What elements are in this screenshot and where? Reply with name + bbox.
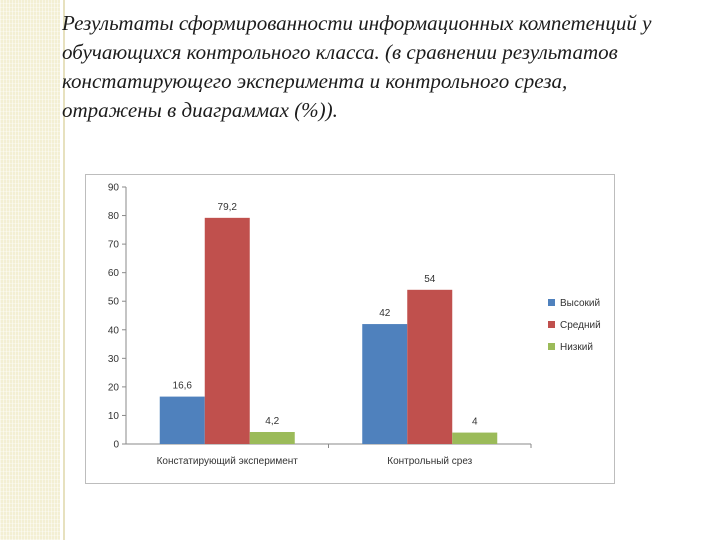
- y-tick-label: 70: [108, 240, 120, 251]
- legend-label: Средний: [560, 320, 601, 331]
- y-tick-label: 90: [108, 183, 120, 194]
- legend-swatch: [548, 343, 555, 350]
- bar-chart: 0 10 20 30 40 50 60 70 80 90 16,6 79,2 4,2 Констатиру…: [108, 183, 601, 468]
- bar-средний: [407, 289, 453, 444]
- data-label: 4: [472, 417, 478, 428]
- y-tick-label: 0: [113, 440, 119, 451]
- y-tick-label: 20: [108, 382, 120, 393]
- legend-label: Высокий: [560, 298, 600, 309]
- legend-swatch: [548, 321, 555, 328]
- legend-label: Низкий: [560, 342, 593, 353]
- category-label: Констатирующий эксперимент: [157, 456, 299, 467]
- decorative-side-line: [63, 0, 65, 540]
- data-label: 79,2: [218, 202, 238, 213]
- decorative-side-stripe: [0, 0, 60, 540]
- y-tick-label: 50: [108, 297, 120, 308]
- bar-низкий: [452, 432, 498, 444]
- data-label: 4,2: [265, 416, 279, 427]
- y-tick-label: 60: [108, 268, 120, 279]
- chart-frame: 0 10 20 30 40 50 60 70 80 90 16,6 79,2 4,2 Констатиру…: [85, 174, 615, 484]
- legend-swatch: [548, 299, 555, 306]
- y-tick-label: 10: [108, 411, 120, 422]
- bar-высокий: [362, 324, 408, 444]
- y-tick-label: 80: [108, 211, 120, 222]
- slide-heading: Результаты сформированности информационн…: [62, 11, 652, 122]
- data-label: 54: [424, 274, 436, 285]
- data-label: 16,6: [173, 381, 193, 392]
- bar-низкий: [249, 432, 295, 444]
- y-tick-label: 40: [108, 325, 120, 336]
- category-label: Контрольный срез: [387, 456, 472, 467]
- bar-средний: [204, 217, 250, 444]
- bar-высокий: [159, 396, 205, 444]
- data-label: 42: [379, 308, 391, 319]
- y-tick-label: 30: [108, 354, 120, 365]
